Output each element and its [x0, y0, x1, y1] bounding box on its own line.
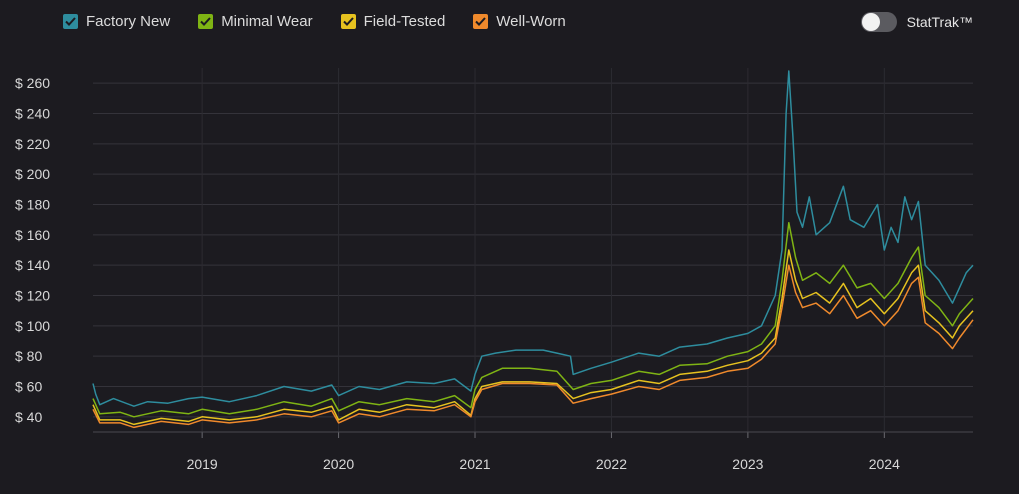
checkbox-checked-icon[interactable] — [473, 14, 489, 29]
y-tick-label: $ 120 — [15, 288, 50, 304]
checkbox-checked-icon[interactable] — [340, 14, 356, 29]
y-tick-label: $ 80 — [15, 348, 42, 364]
stattrak-label: StatTrak™ — [906, 14, 973, 30]
series-line-factory-new — [92, 70, 974, 407]
series-line-well-worn — [92, 264, 974, 429]
x-tick-label: 2020 — [323, 456, 354, 472]
stattrak-toggle-group: StatTrak™ — [860, 12, 973, 32]
checkbox-checked-icon[interactable] — [198, 14, 214, 29]
y-tick-label: $ 240 — [15, 106, 50, 122]
series-line-minimal-wear — [92, 221, 974, 418]
y-tick-label: $ 140 — [15, 257, 50, 273]
y-tick-label: $ 180 — [15, 197, 50, 213]
toggle-knob — [861, 13, 880, 31]
x-tick-label: 2022 — [596, 456, 627, 472]
y-tick-label: $ 260 — [15, 75, 50, 91]
legend-item-minimal-wear[interactable]: Minimal Wear — [198, 13, 313, 30]
legend-item-well-worn[interactable]: Well-Worn — [473, 13, 566, 30]
stattrak-toggle[interactable] — [860, 12, 897, 32]
x-tick-label: 2021 — [459, 456, 490, 472]
y-tick-label: $ 160 — [15, 227, 50, 243]
checkbox-checked-icon[interactable] — [63, 14, 78, 29]
legend: Factory New Minimal Wear Field-Tested We… — [63, 13, 566, 30]
x-tick-label: 2024 — [869, 456, 900, 472]
y-tick-label: $ 100 — [15, 318, 50, 334]
y-tick-label: $ 220 — [15, 136, 50, 152]
y-tick-label: $ 60 — [15, 379, 42, 395]
legend-item-field-tested[interactable]: Field-Tested — [340, 13, 446, 30]
series-line-field-tested — [92, 249, 974, 426]
x-tick-label: 2019 — [187, 456, 218, 472]
y-tick-label: $ 40 — [15, 409, 42, 425]
legend-label: Minimal Wear — [221, 13, 313, 30]
legend-label: Well-Worn — [496, 13, 566, 30]
legend-label: Field-Tested — [363, 13, 446, 30]
legend-label: Factory New — [86, 13, 171, 30]
x-tick-label: 2023 — [732, 456, 763, 472]
legend-item-factory-new[interactable]: Factory New — [63, 13, 170, 30]
y-tick-label: $ 200 — [15, 166, 50, 182]
